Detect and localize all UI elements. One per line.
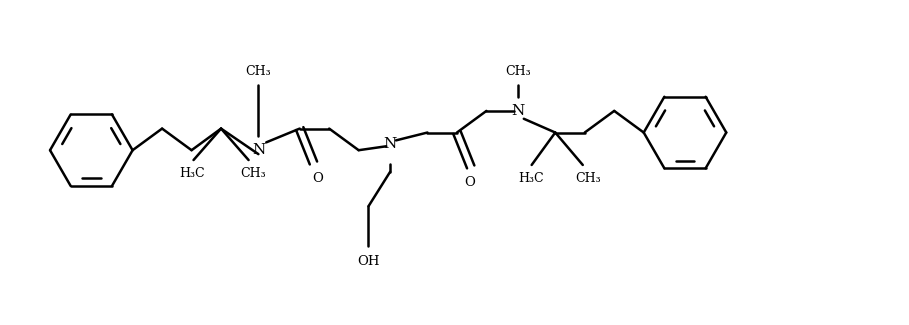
Text: OH: OH	[357, 255, 380, 268]
Text: CH₃: CH₃	[241, 167, 266, 180]
Text: CH₃: CH₃	[245, 65, 271, 78]
Text: H₃C: H₃C	[518, 172, 544, 185]
Text: CH₃: CH₃	[574, 172, 601, 185]
Text: CH₃: CH₃	[505, 65, 531, 78]
Text: N: N	[384, 137, 396, 151]
Text: O: O	[464, 176, 475, 189]
Text: H₃C: H₃C	[180, 167, 205, 180]
Text: N: N	[252, 143, 265, 157]
Text: O: O	[312, 172, 323, 185]
Text: N: N	[511, 104, 524, 118]
